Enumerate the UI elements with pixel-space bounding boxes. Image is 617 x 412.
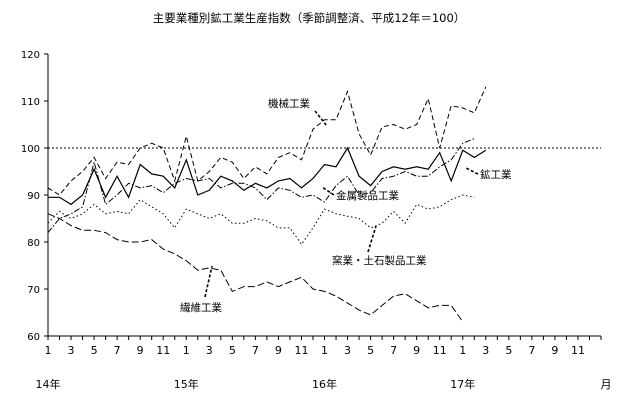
year-label: 14年 [36,377,61,391]
y-tick-label: 70 [27,285,40,296]
x-tick-label: 9 [413,344,420,357]
year-label: 17年 [450,377,475,391]
x-tick-label: 7 [528,344,535,357]
year-label: 16年 [312,377,337,391]
y-tick-label: 110 [21,97,40,108]
x-tick-label: 11 [294,344,308,357]
x-tick-label: 1 [321,344,328,357]
month-unit-label: 月 [601,378,612,391]
year-label: 15年 [174,377,199,391]
x-tick-label: 7 [114,344,121,357]
label-ceramics-stone: 窯業・土石製品工業 [332,254,427,267]
x-tick-label: 11 [433,344,447,357]
label-mining-industry: 鉱工業 [480,168,512,181]
series-line-textile [47,213,464,323]
series-line-machinery-industry [47,86,487,196]
y-tick-label: 90 [27,191,40,202]
x-tick-label: 1 [45,344,52,357]
x-tick-label: 3 [68,344,75,357]
x-tick-label: 3 [344,344,351,357]
x-tick-label: 3 [482,344,489,357]
x-tick-label: 7 [252,344,259,357]
x-tick-label: 1 [183,344,190,357]
x-tick-label: 9 [275,344,282,357]
x-tick-label: 11 [571,344,585,357]
x-tick-label: 7 [390,344,397,357]
series-line-ceramics-stone [47,138,475,233]
x-tick-label: 5 [505,344,512,357]
y-tick-label: 120 [21,50,40,61]
label-ceramics-stone-leader [367,225,377,253]
series-line-metal-products [47,194,475,246]
label-metal-products-leader [321,186,335,196]
x-tick-label: 3 [206,344,213,357]
series-layer [47,86,487,323]
x-tick-label: 11 [156,344,170,357]
chart-title: 主要業種別鉱工業生産指数（季節調整済、平成12年＝100） [153,11,466,25]
y-tick-label: 80 [27,238,40,249]
label-mining-industry-leader [465,167,479,175]
x-tick-label: 5 [367,344,374,357]
label-textile-leader [204,265,213,298]
x-tick-label: 9 [137,344,144,357]
x-tick-label: 5 [91,344,98,357]
label-metal-products: 金属製品工業 [336,189,399,202]
x-tick-label: 5 [229,344,236,357]
x-tick-label: 9 [551,344,558,357]
label-machinery-industry-leader [314,110,328,127]
label-machinery-industry: 機械工業 [268,97,310,110]
y-tick-label: 60 [27,332,40,343]
label-textile: 繊維工業 [180,301,222,314]
series-line-mining-industry [48,146,487,206]
x-tick-label: 1 [459,344,466,357]
y-tick-label: 100 [21,144,40,155]
